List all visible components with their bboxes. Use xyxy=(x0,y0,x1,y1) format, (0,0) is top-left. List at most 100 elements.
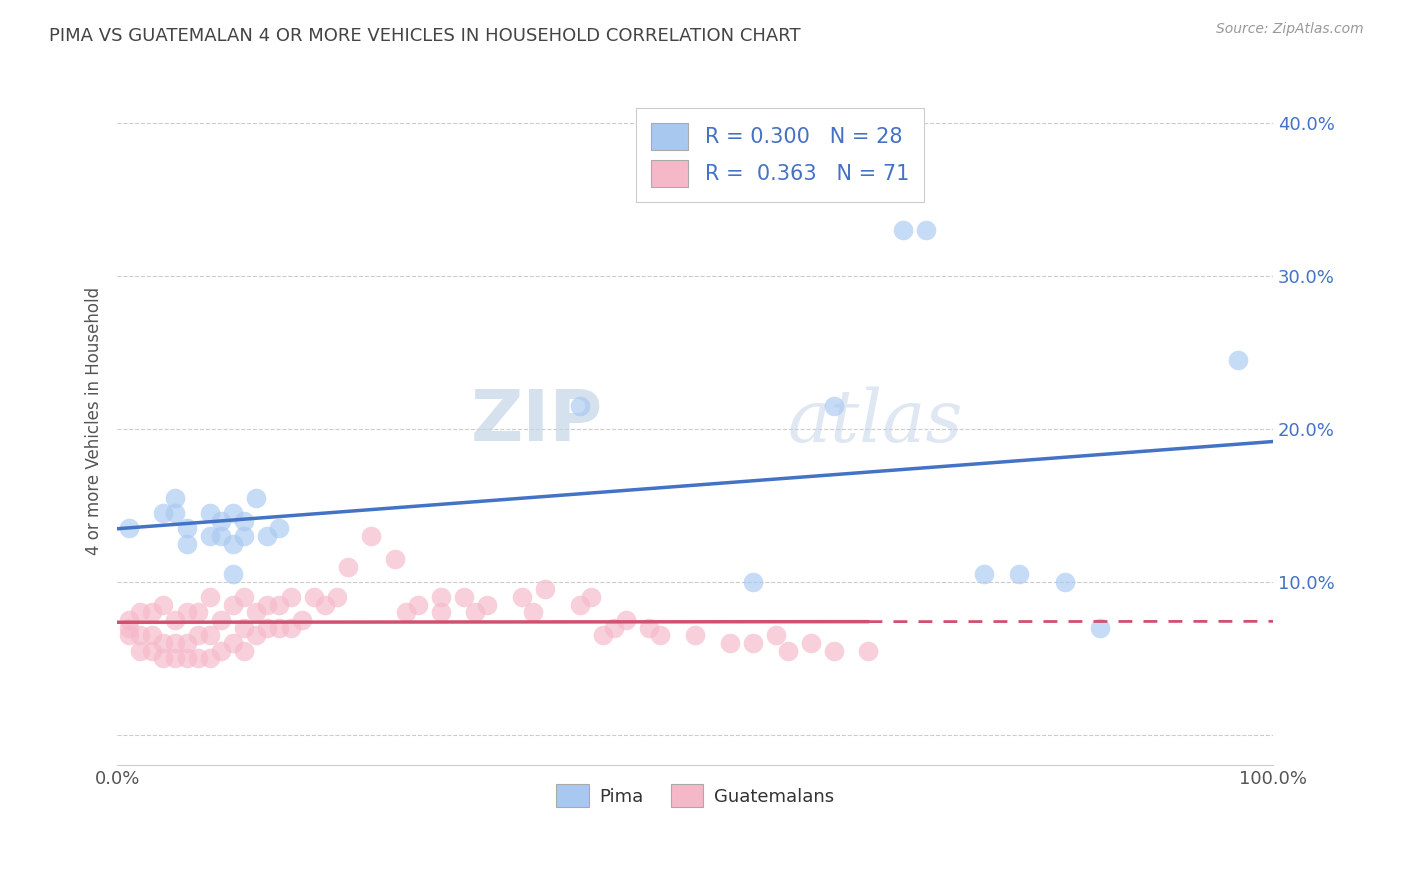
Point xyxy=(152,598,174,612)
Point xyxy=(176,606,198,620)
Point xyxy=(915,223,938,237)
Point xyxy=(430,606,453,620)
Point xyxy=(245,628,267,642)
Point xyxy=(198,651,221,665)
Legend: Pima, Guatemalans: Pima, Guatemalans xyxy=(548,777,841,814)
Point xyxy=(198,628,221,642)
Point xyxy=(222,567,245,582)
Point xyxy=(256,529,278,543)
Point xyxy=(579,590,602,604)
Point xyxy=(222,536,245,550)
Point xyxy=(152,636,174,650)
Point xyxy=(187,651,209,665)
Point xyxy=(233,514,256,528)
Point xyxy=(198,506,221,520)
Point xyxy=(603,621,626,635)
Point xyxy=(384,552,406,566)
Text: PIMA VS GUATEMALAN 4 OR MORE VEHICLES IN HOUSEHOLD CORRELATION CHART: PIMA VS GUATEMALAN 4 OR MORE VEHICLES IN… xyxy=(49,27,801,45)
Point xyxy=(163,506,186,520)
Point xyxy=(1088,621,1111,635)
Point xyxy=(163,613,186,627)
Point xyxy=(118,521,141,535)
Point xyxy=(683,628,706,642)
Point xyxy=(568,598,591,612)
Point xyxy=(141,643,163,657)
Point xyxy=(163,636,186,650)
Point xyxy=(141,628,163,642)
Point xyxy=(163,651,186,665)
Point xyxy=(765,628,787,642)
Point xyxy=(568,399,591,413)
Point xyxy=(198,529,221,543)
Point xyxy=(222,598,245,612)
Point xyxy=(209,514,232,528)
Point xyxy=(453,590,475,604)
Point xyxy=(176,651,198,665)
Point xyxy=(430,590,453,604)
Point xyxy=(129,628,152,642)
Point xyxy=(233,643,256,657)
Point xyxy=(233,590,256,604)
Point xyxy=(176,521,198,535)
Point xyxy=(280,590,302,604)
Point xyxy=(638,621,661,635)
Point xyxy=(741,636,763,650)
Point xyxy=(267,621,290,635)
Point xyxy=(718,636,741,650)
Point xyxy=(256,598,278,612)
Point xyxy=(823,643,845,657)
Point xyxy=(314,598,336,612)
Point xyxy=(129,643,152,657)
Point xyxy=(280,621,302,635)
Point xyxy=(233,529,256,543)
Point xyxy=(302,590,325,604)
Point xyxy=(222,636,245,650)
Point xyxy=(245,606,267,620)
Point xyxy=(222,506,245,520)
Text: ZIP: ZIP xyxy=(471,387,603,456)
Point xyxy=(326,590,349,604)
Point xyxy=(650,628,672,642)
Point xyxy=(267,598,290,612)
Point xyxy=(1227,353,1250,368)
Point xyxy=(141,606,163,620)
Point xyxy=(118,613,141,627)
Text: Source: ZipAtlas.com: Source: ZipAtlas.com xyxy=(1216,22,1364,37)
Point xyxy=(891,223,914,237)
Point xyxy=(1053,574,1076,589)
Point xyxy=(118,621,141,635)
Point xyxy=(233,621,256,635)
Point xyxy=(823,399,845,413)
Point xyxy=(209,643,232,657)
Point xyxy=(163,491,186,505)
Point xyxy=(510,590,533,604)
Y-axis label: 4 or more Vehicles in Household: 4 or more Vehicles in Household xyxy=(86,287,103,556)
Point xyxy=(129,606,152,620)
Point xyxy=(245,491,267,505)
Point xyxy=(176,636,198,650)
Point xyxy=(395,606,418,620)
Point xyxy=(475,598,498,612)
Point xyxy=(592,628,614,642)
Point xyxy=(522,606,544,620)
Point xyxy=(406,598,429,612)
Point xyxy=(614,613,637,627)
Point xyxy=(360,529,382,543)
Point xyxy=(1008,567,1031,582)
Point xyxy=(973,567,995,582)
Point xyxy=(198,590,221,604)
Text: atlas: atlas xyxy=(787,386,963,457)
Point xyxy=(176,536,198,550)
Point xyxy=(118,628,141,642)
Point xyxy=(209,613,232,627)
Point xyxy=(800,636,823,650)
Point xyxy=(337,559,360,574)
Point xyxy=(152,651,174,665)
Point xyxy=(776,643,799,657)
Point xyxy=(534,582,557,597)
Point xyxy=(187,606,209,620)
Point xyxy=(291,613,314,627)
Point xyxy=(209,529,232,543)
Point xyxy=(858,643,880,657)
Point xyxy=(187,628,209,642)
